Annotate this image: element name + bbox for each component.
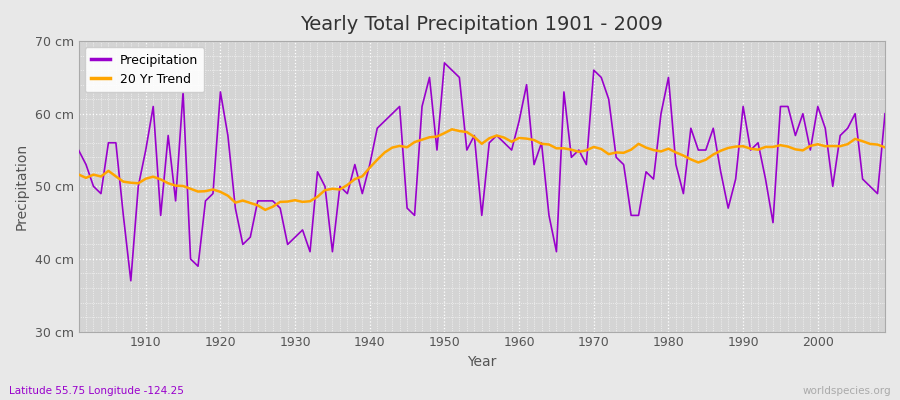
Y-axis label: Precipitation: Precipitation bbox=[15, 143, 29, 230]
20 Yr Trend bbox=[521, 136, 532, 141]
Precipitation bbox=[439, 60, 450, 65]
Precipitation bbox=[304, 249, 315, 254]
Precipitation bbox=[73, 148, 84, 152]
Title: Yearly Total Precipitation 1901 - 2009: Yearly Total Precipitation 1901 - 2009 bbox=[301, 15, 663, 34]
20 Yr Trend bbox=[349, 177, 360, 182]
20 Yr Trend bbox=[618, 150, 629, 155]
20 Yr Trend bbox=[304, 199, 315, 204]
Text: worldspecies.org: worldspecies.org bbox=[803, 386, 891, 396]
Precipitation bbox=[618, 162, 629, 167]
X-axis label: Year: Year bbox=[467, 355, 497, 369]
Precipitation bbox=[125, 278, 136, 283]
20 Yr Trend bbox=[73, 172, 84, 177]
Precipitation bbox=[349, 162, 360, 167]
20 Yr Trend bbox=[446, 127, 457, 132]
Precipitation bbox=[521, 82, 532, 87]
Line: 20 Yr Trend: 20 Yr Trend bbox=[78, 129, 885, 210]
20 Yr Trend bbox=[528, 138, 539, 142]
Precipitation bbox=[879, 111, 890, 116]
Line: Precipitation: Precipitation bbox=[78, 63, 885, 281]
Precipitation bbox=[528, 162, 539, 167]
Legend: Precipitation, 20 Yr Trend: Precipitation, 20 Yr Trend bbox=[85, 47, 204, 92]
20 Yr Trend bbox=[133, 181, 144, 186]
Text: Latitude 55.75 Longitude -124.25: Latitude 55.75 Longitude -124.25 bbox=[9, 386, 184, 396]
20 Yr Trend bbox=[879, 145, 890, 150]
Precipitation bbox=[140, 148, 151, 152]
20 Yr Trend bbox=[260, 208, 271, 212]
